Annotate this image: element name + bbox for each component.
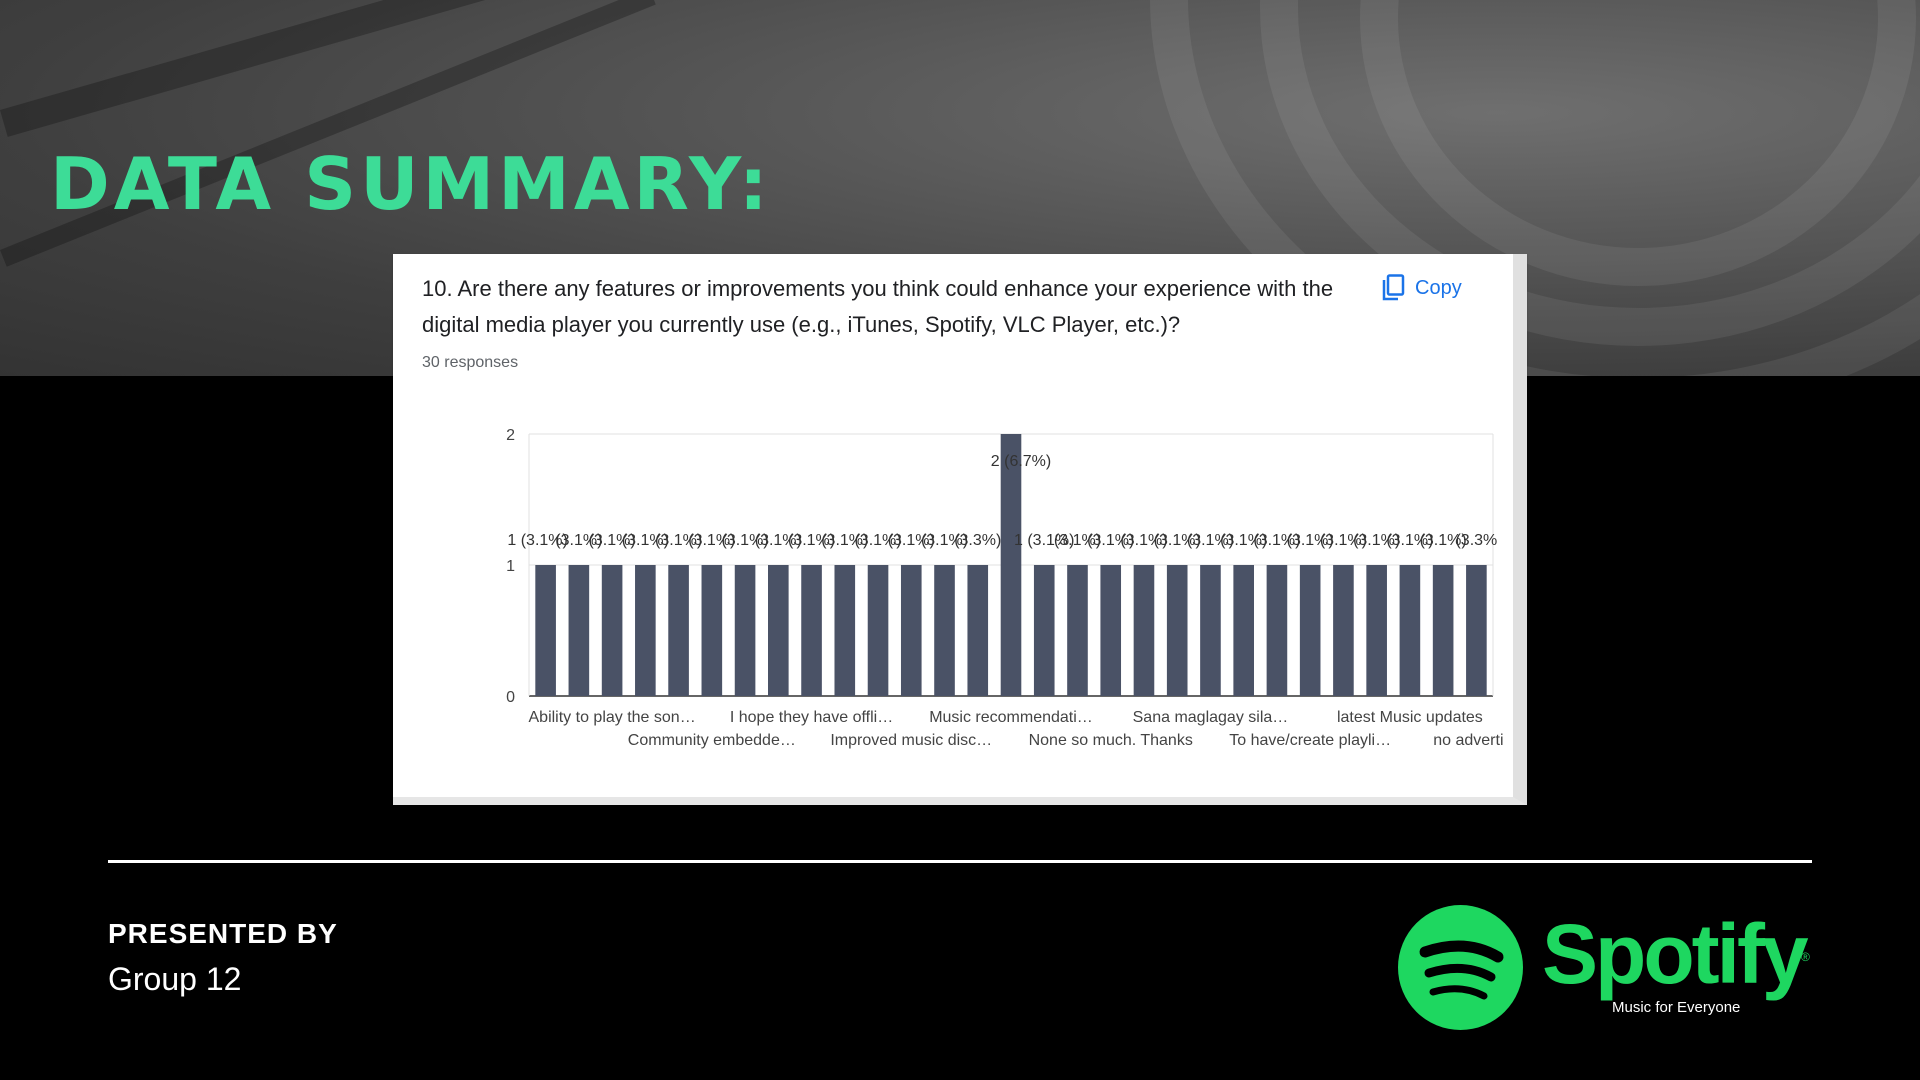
bar[interactable] <box>601 565 623 696</box>
bar[interactable] <box>1200 565 1221 696</box>
bar[interactable] <box>1399 565 1421 696</box>
bar-data-label: (3.1%) <box>821 532 868 549</box>
bar-data-label: (3.1%) <box>1054 532 1101 549</box>
question-text: 10. Are there any features or improvemen… <box>422 276 1334 337</box>
bar-data-label: 1 (3.1%) <box>1014 532 1074 549</box>
bar[interactable] <box>1432 565 1454 696</box>
bar[interactable] <box>701 565 723 696</box>
bar-data-label: (3.1%) <box>722 532 769 549</box>
bar-data-label: (3.1%) <box>1287 532 1334 549</box>
bar[interactable] <box>900 565 922 696</box>
x-tick-label: latest Music updates <box>1337 709 1483 726</box>
x-tick-label: Improved music disc… <box>830 732 992 749</box>
x-tick-label: I hope they have offli… <box>730 709 893 726</box>
bar[interactable] <box>834 565 856 696</box>
bar[interactable] <box>867 565 889 696</box>
x-tick-label: no adverti… <box>1433 732 1503 749</box>
bar-data-label: (3.1%) <box>755 532 802 549</box>
bar[interactable] <box>668 565 689 696</box>
bar[interactable] <box>1299 565 1321 696</box>
copy-button[interactable]: Copy <box>1371 268 1472 308</box>
spotify-logo: Spotify ® Music for Everyone <box>1398 902 1818 1032</box>
bar-data-label: (3.1%) <box>1420 532 1467 549</box>
bar[interactable] <box>1067 565 1088 696</box>
presenter-name: Group 12 <box>108 961 242 997</box>
spotify-logo-icon <box>1398 905 1523 1030</box>
bar-data-label: (3.1%) <box>854 532 901 549</box>
bar[interactable] <box>801 565 822 696</box>
bar[interactable] <box>1233 565 1254 696</box>
bar[interactable] <box>568 565 590 696</box>
bar[interactable] <box>934 565 955 696</box>
bar[interactable] <box>1166 565 1188 696</box>
bar[interactable] <box>1133 565 1155 696</box>
form-response-card: 10. Are there any features or improvemen… <box>393 254 1527 805</box>
bar-data-label: (3.1%) <box>1386 532 1433 549</box>
brand-tagline: Music for Everyone <box>1612 999 1741 1016</box>
x-tick-label: Ability to play the son… <box>529 709 696 726</box>
bar-data-label: (3.1%) <box>1320 532 1367 549</box>
bar-data-label: 1 (3.1%) <box>507 532 567 549</box>
bar-data-label: (3.1%) <box>1220 532 1267 549</box>
slide-title: DATA SUMMARY: <box>50 142 772 226</box>
response-count: 30 responses <box>422 354 519 371</box>
bar[interactable] <box>1000 434 1022 696</box>
bar[interactable] <box>535 565 556 696</box>
bar[interactable] <box>1333 565 1354 696</box>
bar[interactable] <box>1466 565 1487 696</box>
bar-data-label: (3.1%) <box>589 532 636 549</box>
bar-data-label: (3.1%) <box>788 532 835 549</box>
bar-data-label: (3.1%) <box>655 532 702 549</box>
presented-by-label: PRESENTED BY <box>108 918 338 949</box>
y-tick-label: 1 <box>506 558 515 575</box>
bar-data-label: (3.1%) <box>1120 532 1167 549</box>
bar-data-label: (3.1%) <box>888 532 935 549</box>
bar-data-label: (3.1%) <box>1154 532 1201 549</box>
bar[interactable] <box>1100 565 1122 696</box>
x-tick-label: To have/create playli… <box>1229 732 1391 749</box>
bar-data-label: (3.3%) <box>954 532 1001 549</box>
bar-data-label: (3.1%) <box>1087 532 1134 549</box>
bar[interactable] <box>1033 565 1055 696</box>
bar-data-label: (3.1%) <box>921 532 968 549</box>
bar[interactable] <box>768 565 789 696</box>
x-tick-label: Sana maglagay sila… <box>1133 709 1289 726</box>
divider <box>108 860 1812 863</box>
bar-data-label: (3.1%) <box>622 532 669 549</box>
copy-label: Copy <box>1415 276 1462 299</box>
bar-data-label: 2 (6.7%) <box>991 453 1051 470</box>
x-tick-label: Music recommendati… <box>929 709 1093 726</box>
y-tick-label: 2 <box>506 427 515 444</box>
bar-data-label: (3.1%) <box>688 532 735 549</box>
bar[interactable] <box>734 565 756 696</box>
bar-data-label: (3.1%) <box>1187 532 1234 549</box>
bar-data-label: (3.1%) <box>555 532 602 549</box>
x-tick-label: Community embedde… <box>628 732 796 749</box>
bar[interactable] <box>1366 565 1387 696</box>
bar[interactable] <box>1266 565 1288 696</box>
y-tick-label: 0 <box>506 689 515 706</box>
bar-data-label: (3.1%) <box>1353 532 1400 549</box>
spotify-wordmark: Spotify <box>1542 907 1809 1001</box>
registered-mark: ® <box>1801 950 1810 964</box>
bar-data-label: (3.3% <box>1455 532 1497 549</box>
bar[interactable] <box>635 565 656 696</box>
bar[interactable] <box>967 565 989 696</box>
copy-icon <box>1382 274 1405 301</box>
x-tick-label: None so much. Thanks <box>1029 732 1193 749</box>
bar-data-label: (3.1%) <box>1253 532 1300 549</box>
